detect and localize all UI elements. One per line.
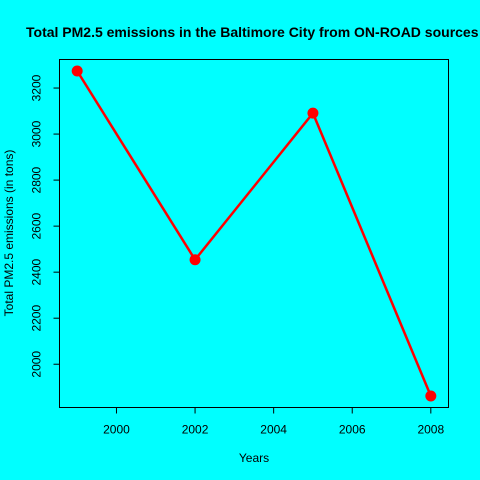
x-tick-label: 2008 <box>417 423 444 437</box>
y-axis: 2000 2200 2400 2600 2800 3000 3200 <box>30 74 60 378</box>
series-line <box>76 70 432 397</box>
y-tick-label: 3200 <box>30 74 44 101</box>
y-tick-label: 2200 <box>30 305 44 332</box>
y-tick-label: 2800 <box>30 166 44 193</box>
series-layer <box>71 65 437 402</box>
y-tick-label: 3000 <box>30 120 44 147</box>
y-tick-label: 2600 <box>30 212 44 239</box>
data-point <box>307 107 319 119</box>
data-point <box>425 390 437 402</box>
x-axis: 2000 2002 2004 2006 2008 <box>103 407 444 437</box>
data-point <box>189 254 201 266</box>
x-tick-label: 2006 <box>339 423 366 437</box>
x-tick-label: 2002 <box>182 423 209 437</box>
x-axis-label: Years <box>239 451 269 465</box>
y-axis-label: Total PM2.5 emissions (in tons) <box>2 150 16 317</box>
chart-title: Total PM2.5 emissions in the Baltimore C… <box>26 24 479 40</box>
plot-frame <box>59 59 449 408</box>
x-tick-label: 2004 <box>260 423 287 437</box>
y-tick-label: 2000 <box>30 351 44 378</box>
y-tick-label: 2400 <box>30 258 44 285</box>
data-point <box>71 65 83 77</box>
x-tick-label: 2000 <box>103 423 130 437</box>
